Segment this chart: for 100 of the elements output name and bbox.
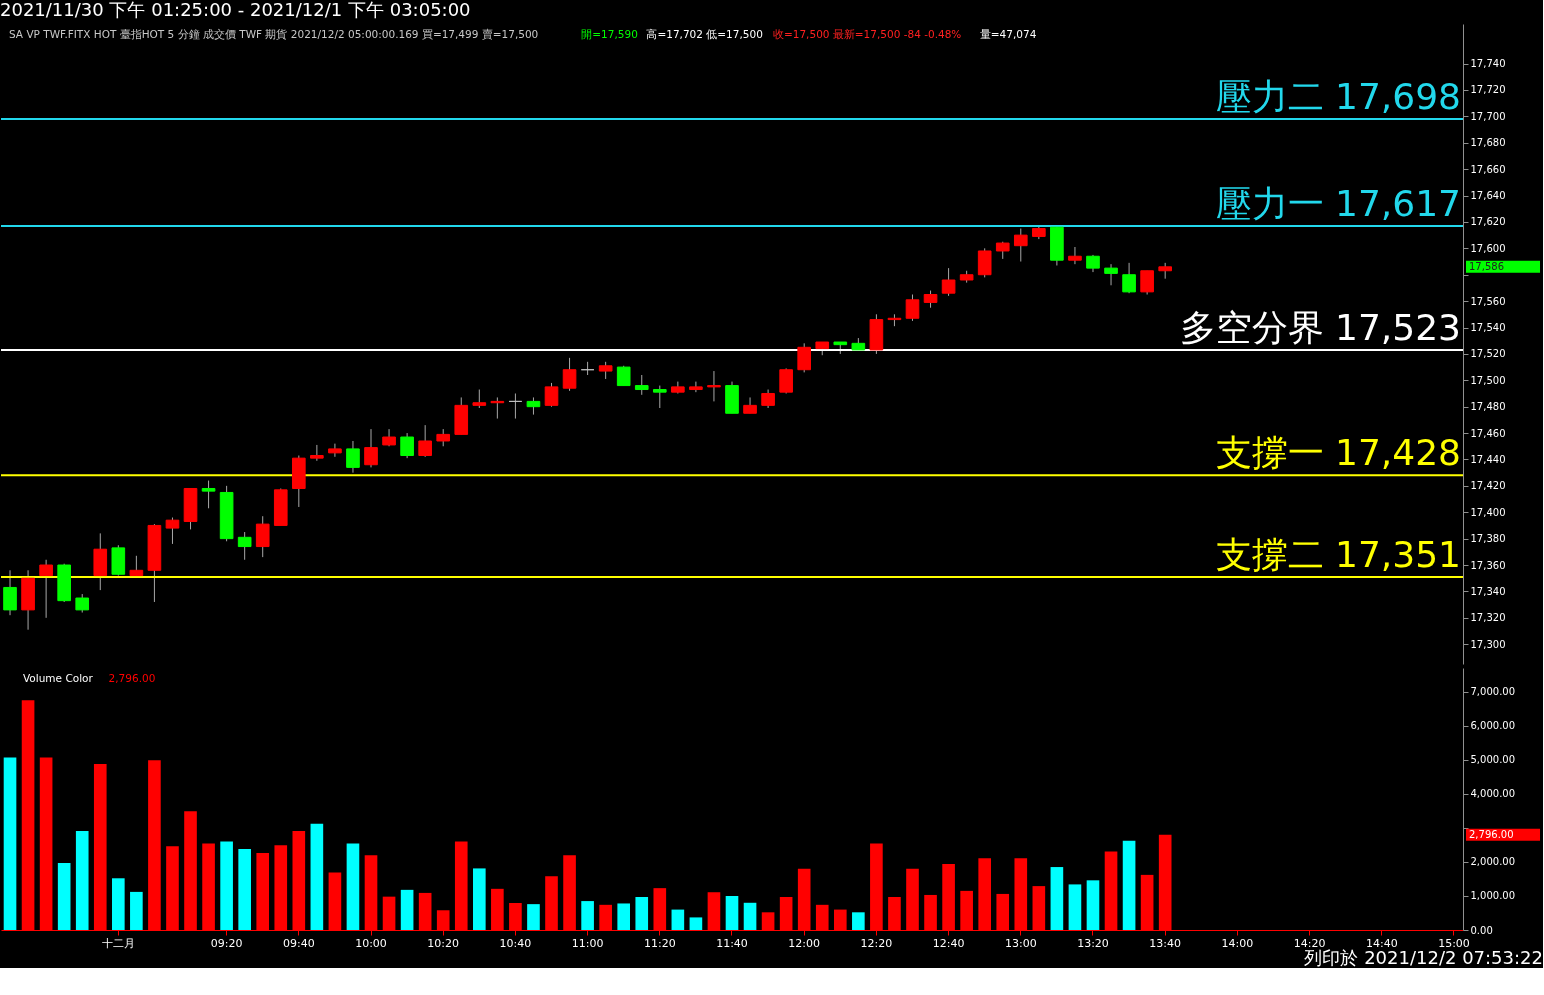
candlestick xyxy=(941,267,956,297)
x-tick-label: 14:00 xyxy=(1221,936,1254,950)
candlestick xyxy=(75,593,90,614)
bar xyxy=(346,843,360,930)
ref-line-label: 支撐二 17,351 xyxy=(1215,533,1461,575)
annotation: 開=17,590 xyxy=(581,28,638,40)
x-tick-label: 09:20 xyxy=(210,936,243,950)
y-tick-label: 1,000.00 xyxy=(1470,890,1516,902)
y-tick-label: 4,000.00 xyxy=(1470,788,1516,800)
candlestick xyxy=(743,396,757,414)
x-tick-label: 11:40 xyxy=(716,936,748,950)
bar xyxy=(57,862,71,930)
bar xyxy=(472,868,486,930)
bar xyxy=(617,903,631,930)
candlestick xyxy=(544,382,559,408)
y-tick-label: 7,000.00 xyxy=(1470,686,1516,698)
candlestick xyxy=(165,517,180,545)
x-tick-label: 13:20 xyxy=(1077,936,1109,950)
bar xyxy=(852,912,865,930)
x-tick-label: 11:20 xyxy=(643,936,676,950)
y-tick-label: 17,360 xyxy=(1470,559,1506,571)
bar xyxy=(220,841,233,930)
y-tick-label: 17,400 xyxy=(1470,506,1506,518)
x-tick-label: 12:00 xyxy=(788,936,821,950)
candlestick xyxy=(797,342,812,373)
x-tick-label: 十二月 xyxy=(101,936,135,950)
y-tick-label: 17,600 xyxy=(1470,242,1506,254)
y-tick-label: 17,540 xyxy=(1470,322,1506,334)
candlestick xyxy=(255,515,270,558)
annotation: 高=17,702 低=17,500 xyxy=(646,28,763,40)
bar xyxy=(238,849,251,930)
y-tick-label: 17,320 xyxy=(1470,612,1506,624)
ref-line-label: 支撐一 17,428 xyxy=(1215,432,1461,474)
x-tick-label: 15:00 xyxy=(1438,936,1470,950)
bar xyxy=(581,901,594,930)
annotation: 2,796.00 xyxy=(108,672,156,684)
text: 17,586 xyxy=(1469,260,1504,272)
bar xyxy=(689,917,703,930)
y-tick-label: 17,640 xyxy=(1470,190,1506,202)
bar xyxy=(310,823,324,930)
y-tick-label: 6,000.00 xyxy=(1470,720,1516,732)
y-tick-label: 17,380 xyxy=(1470,533,1506,545)
x-tick-label: 12:20 xyxy=(860,936,893,950)
candlestick xyxy=(400,432,414,459)
y-tick-label: 17,740 xyxy=(1470,58,1506,70)
candlestick xyxy=(1068,246,1082,265)
bar xyxy=(3,757,17,930)
ref-line-label: 壓力二 17,698 xyxy=(1215,76,1461,118)
candlestick xyxy=(237,531,252,561)
candlestick xyxy=(779,367,793,394)
candlestick xyxy=(562,357,577,392)
annotation: Volume Color xyxy=(23,672,94,684)
x-tick-label: 12:40 xyxy=(932,936,965,950)
candlestick xyxy=(580,361,595,376)
bar xyxy=(527,904,540,930)
candlestick xyxy=(977,247,992,278)
candlestick xyxy=(310,444,324,462)
candlestick xyxy=(1140,270,1154,296)
candlestick xyxy=(39,559,53,619)
ref-line-label: 多空分界 17,523 xyxy=(1179,306,1461,348)
x-tick-label: 14:20 xyxy=(1293,936,1326,950)
candlestick xyxy=(652,385,667,409)
y-tick-label: 17,500 xyxy=(1470,374,1506,386)
bar xyxy=(635,896,649,930)
x-tick-label: 13:00 xyxy=(1004,936,1037,950)
bar xyxy=(1068,884,1082,930)
y-tick-label: 17,620 xyxy=(1470,216,1506,228)
y-tick-label: 0.00 xyxy=(1470,924,1493,936)
candlestick xyxy=(364,428,378,468)
ref-line-label: 壓力一 17,617 xyxy=(1215,182,1461,224)
candlestick xyxy=(508,392,523,420)
bar xyxy=(1122,840,1136,930)
chart-title: 2021/11/30 下午 01:25:00 - 2021/12/1 下午 03:05:00 xyxy=(0,0,471,20)
bar xyxy=(112,878,125,930)
candlestick xyxy=(3,569,17,616)
x-tick-label: 10:20 xyxy=(427,936,460,950)
bar xyxy=(743,902,757,930)
candlestick xyxy=(346,440,360,474)
x-tick-label: 09:40 xyxy=(282,936,315,950)
candlestick xyxy=(707,370,721,402)
bar xyxy=(400,889,414,930)
candlestick xyxy=(129,555,144,577)
bar xyxy=(75,830,89,930)
bar xyxy=(130,891,143,930)
bar xyxy=(1086,880,1100,930)
y-tick-label: 17,560 xyxy=(1470,295,1506,307)
y-tick-label: 17,460 xyxy=(1470,427,1506,439)
y-tick-label: 2,000.00 xyxy=(1470,856,1516,868)
candlestick xyxy=(761,389,775,409)
y-tick-label: 17,440 xyxy=(1470,453,1506,465)
annotation: 收=17,500 最新=17,500 -84 -0.48% xyxy=(772,28,962,40)
text: 列印於 2021/12/2 07:53:22 xyxy=(1304,947,1543,968)
bar xyxy=(725,895,739,930)
candlestick xyxy=(1104,263,1118,286)
annotation: 量=47,074 xyxy=(979,28,1037,40)
y-tick-label: 17,720 xyxy=(1470,84,1506,96)
bar xyxy=(671,909,685,930)
x-tick-label: 13:40 xyxy=(1149,936,1182,950)
text: 2,796.00 xyxy=(1469,828,1514,840)
y-tick-label: 17,520 xyxy=(1470,348,1506,360)
